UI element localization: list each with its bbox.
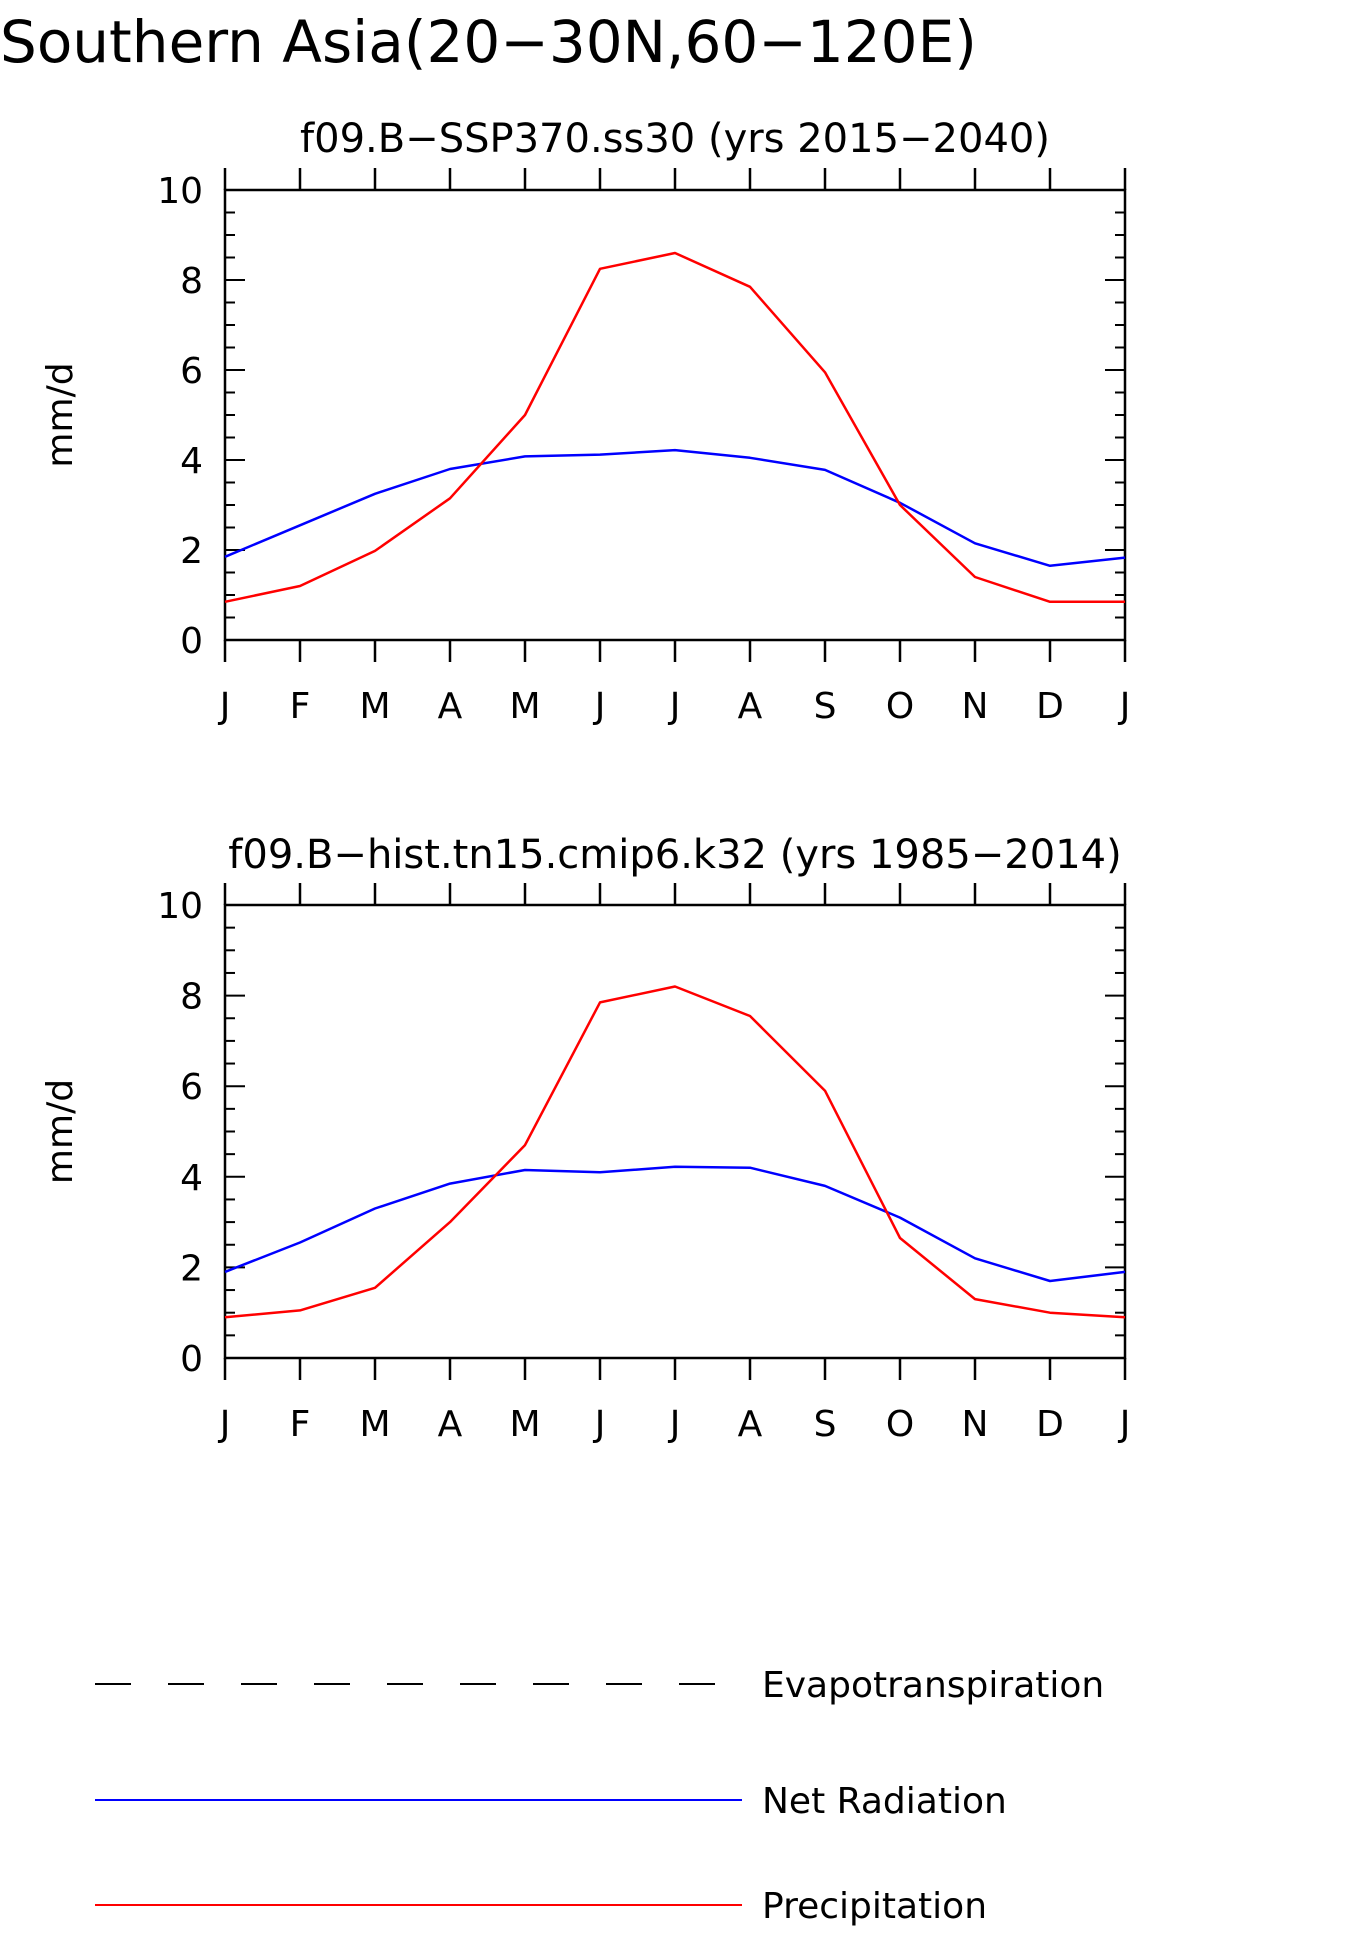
- x-tick-label: A: [438, 1404, 463, 1445]
- panel-title: f09.B−SSP370.ss30 (yrs 2015−2040): [300, 116, 1050, 162]
- x-tick-label: J: [1118, 686, 1131, 727]
- chart-panel-2: f09.B−hist.tn15.cmip6.k32 (yrs 1985−2014…: [40, 832, 1130, 1445]
- x-tick-label: F: [290, 686, 311, 727]
- y-tick-label: 10: [157, 171, 203, 212]
- y-tick-label: 6: [180, 351, 203, 392]
- y-tick-label: 8: [180, 261, 203, 302]
- legend: Evapotranspiration Net Radiation Precipita…: [95, 1665, 1104, 1927]
- x-tick-label: O: [886, 1404, 914, 1445]
- series-line-net-radiation: [224, 448, 1126, 568]
- x-tick-label: N: [962, 686, 989, 727]
- chart-panel-1: f09.B−SSP370.ss30 (yrs 2015−2040) 0 2 4 6 8 10…: [40, 116, 1130, 727]
- y-tick-label: 0: [180, 1339, 203, 1380]
- figure-title: Southern Asia(20−30N,60−120E): [0, 8, 977, 76]
- series-line-net-radiation: [224, 1165, 1126, 1283]
- y-axis-label: mm/d: [40, 362, 81, 467]
- y-tick-label: 0: [180, 621, 203, 662]
- y-tick-label: 4: [180, 441, 203, 482]
- panel-title: f09.B−hist.tn15.cmip6.k32 (yrs 1985−2014…: [228, 832, 1121, 878]
- y-tick-label: 4: [180, 1158, 203, 1199]
- x-tick-label: J: [668, 1404, 681, 1445]
- x-tick-label: J: [593, 1404, 606, 1445]
- x-tick-label: J: [593, 686, 606, 727]
- x-tick-label: A: [738, 686, 763, 727]
- y-tick-label: 6: [180, 1067, 203, 1108]
- x-tick-label: N: [962, 1404, 989, 1445]
- x-tick-label: A: [438, 686, 463, 727]
- x-tick-label: J: [668, 686, 681, 727]
- x-tick-label: M: [509, 1404, 540, 1445]
- y-axis-label: mm/d: [40, 1079, 81, 1184]
- x-tick-label: F: [290, 1404, 311, 1445]
- series-line-precipitation: [224, 985, 1126, 1319]
- x-tick-label: M: [509, 686, 540, 727]
- x-tick-label: A: [738, 1404, 763, 1445]
- x-tick-label: J: [1118, 1404, 1131, 1445]
- y-tick-label: 2: [180, 531, 203, 572]
- x-tick-label: S: [814, 686, 837, 727]
- y-tick-label: 10: [157, 886, 203, 927]
- x-tick-label: M: [359, 1404, 390, 1445]
- plot-frame: [223, 188, 1127, 642]
- x-tick-label: M: [359, 686, 390, 727]
- y-tick-label: 2: [180, 1248, 203, 1289]
- series-line-precipitation: [224, 251, 1125, 604]
- legend-label-precipitation: Precipitation: [762, 1886, 987, 1927]
- x-tick-label: S: [814, 1404, 837, 1445]
- x-tick-label: J: [218, 1404, 231, 1445]
- legend-label-evapotranspiration: Evapotranspiration: [762, 1665, 1104, 1706]
- plot-frame: [223, 903, 1127, 1360]
- x-tick-label: J: [218, 686, 231, 727]
- x-tick-label: O: [886, 686, 914, 727]
- y-tick-label: 8: [180, 977, 203, 1018]
- x-tick-label: D: [1036, 1404, 1064, 1445]
- x-tick-label: D: [1036, 686, 1064, 727]
- legend-label-net-radiation: Net Radiation: [762, 1781, 1007, 1822]
